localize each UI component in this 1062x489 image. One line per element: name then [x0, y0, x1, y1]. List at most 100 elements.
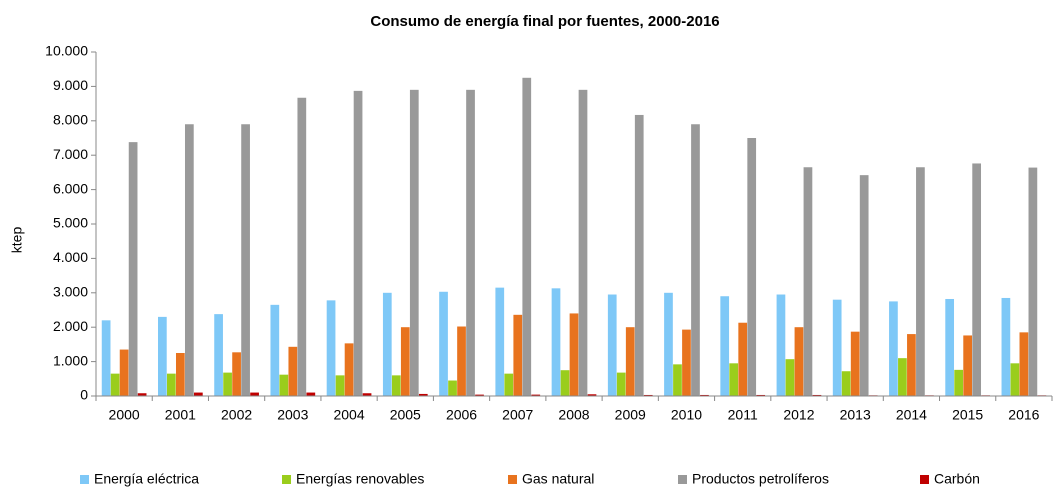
- bar: [504, 373, 514, 396]
- bar: [214, 314, 223, 396]
- bar: [439, 291, 448, 396]
- bar: [1010, 363, 1020, 396]
- x-tick-label: 2001: [165, 407, 196, 423]
- x-tick-label: 2016: [1008, 407, 1039, 423]
- bar: [457, 326, 466, 396]
- x-tick-label: 2002: [221, 407, 252, 423]
- bar: [279, 374, 289, 396]
- bar: [382, 292, 392, 396]
- y-tick-label: 5.000: [53, 215, 88, 231]
- bar: [119, 349, 129, 396]
- bar: [495, 287, 505, 396]
- x-tick-label: 2008: [558, 407, 589, 423]
- chart-title: Consumo de energía final por fuentes, 20…: [370, 13, 719, 30]
- x-tick-label: 2004: [333, 407, 364, 423]
- y-tick-label: 2.000: [53, 318, 88, 334]
- bar: [664, 292, 673, 396]
- bar: [232, 352, 241, 396]
- bar: [110, 373, 120, 396]
- legend-label: Productos petrolíferos: [692, 471, 829, 487]
- bar: [157, 316, 167, 396]
- bar: [587, 394, 597, 396]
- y-tick-label: 9.000: [53, 77, 88, 93]
- bar: [250, 392, 259, 396]
- x-tick-label: 2011: [728, 407, 758, 423]
- bar: [756, 394, 766, 396]
- bar: [569, 313, 579, 396]
- bar: [1001, 297, 1011, 396]
- bar: [335, 375, 345, 396]
- y-tick-label: 7.000: [53, 146, 88, 162]
- bar: [738, 322, 748, 396]
- bar: [625, 327, 635, 396]
- legend-swatch: [282, 475, 291, 484]
- bar: [616, 372, 626, 396]
- bar: [475, 394, 484, 396]
- bar: [344, 343, 354, 396]
- bar: [166, 373, 176, 396]
- legend-swatch: [678, 475, 687, 484]
- x-tick-label: 2014: [896, 407, 927, 423]
- bar: [643, 394, 653, 396]
- x-tick-label: 2013: [840, 407, 871, 423]
- bar: [326, 300, 336, 396]
- bar: [531, 394, 541, 396]
- bar: [418, 393, 428, 396]
- bar: [607, 294, 617, 396]
- legend-swatch: [920, 475, 929, 484]
- bar: [812, 394, 822, 396]
- bar: [1019, 332, 1029, 396]
- x-tick-label: 2006: [446, 407, 477, 423]
- bar: [794, 327, 804, 396]
- bar: [137, 393, 147, 396]
- legend-label: Energías renovables: [296, 471, 424, 487]
- x-tick-label: 2000: [109, 407, 140, 423]
- bar: [776, 294, 786, 396]
- legend-swatch: [508, 475, 517, 484]
- legend-label: Energía eléctrica: [94, 471, 199, 487]
- bar: [720, 296, 730, 396]
- bar: [400, 327, 410, 396]
- y-tick-label: 0: [80, 387, 88, 403]
- bar: [270, 304, 280, 396]
- bar: [128, 142, 138, 396]
- y-tick-label: 8.000: [53, 112, 88, 128]
- bar: [898, 358, 907, 396]
- legend-label: Carbón: [934, 471, 980, 487]
- bar: [945, 298, 955, 396]
- bar: [409, 89, 419, 396]
- bar: [682, 329, 691, 396]
- legend-label: Gas natural: [522, 471, 594, 487]
- bar: [691, 124, 700, 397]
- bar: [700, 394, 709, 396]
- bar: [184, 124, 194, 397]
- bar: [673, 364, 682, 396]
- bar: [101, 320, 111, 396]
- bar: [513, 314, 523, 396]
- y-tick-label: 4.000: [53, 249, 88, 265]
- bar: [859, 175, 869, 396]
- bar: [954, 369, 964, 396]
- y-axis-label: ktep: [9, 227, 25, 254]
- y-tick-label: 6.000: [53, 180, 88, 196]
- bar: [288, 346, 298, 396]
- bar: [850, 331, 860, 396]
- bar: [560, 370, 570, 396]
- x-tick-label: 2009: [615, 407, 646, 423]
- bar: [175, 353, 185, 396]
- bar: [907, 334, 916, 396]
- y-tick-label: 10.000: [45, 43, 88, 59]
- bar: [747, 138, 757, 396]
- bar: [448, 380, 457, 396]
- x-tick-label: 2007: [502, 407, 533, 423]
- bar: [362, 393, 372, 396]
- x-tick-label: 2003: [277, 407, 308, 423]
- bar: [729, 363, 739, 396]
- bar: [634, 114, 644, 397]
- bar: [466, 89, 475, 396]
- bar: [972, 163, 982, 396]
- bar: [803, 167, 813, 396]
- x-tick-label: 2005: [390, 407, 421, 423]
- bar: [841, 371, 851, 396]
